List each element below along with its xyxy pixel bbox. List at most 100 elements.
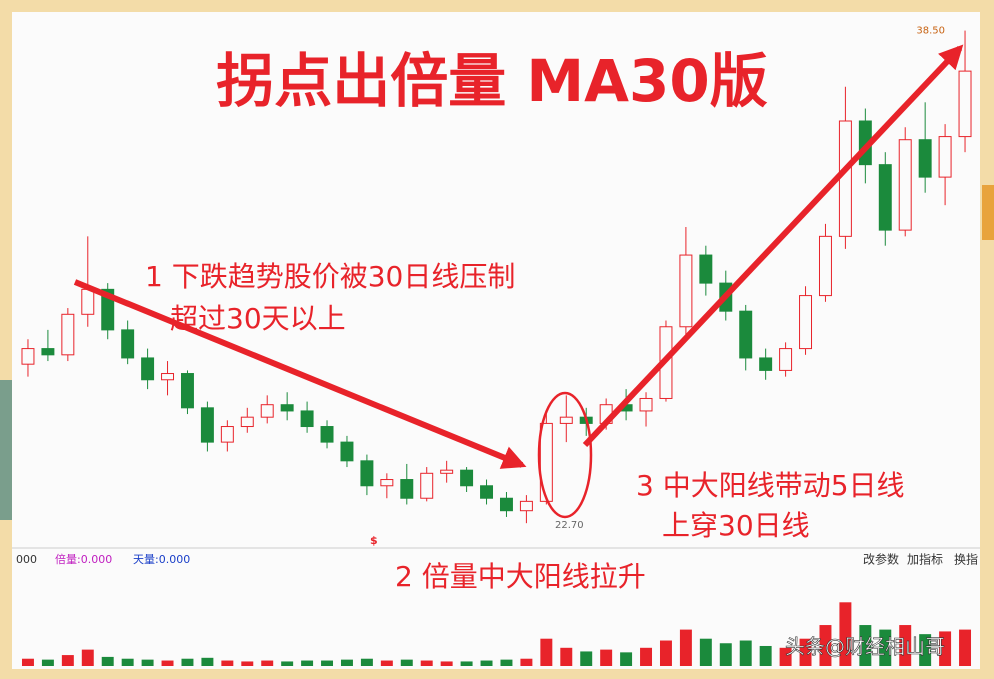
candle-body (340, 441, 354, 462)
volume-bar (420, 660, 433, 666)
candle-body (799, 295, 813, 350)
candle-body (499, 497, 513, 512)
annotation: 1 下跌趋势股价被30日线压制 (145, 260, 515, 293)
volume-bar (41, 659, 54, 666)
toolbar-button[interactable]: 改参数 (863, 552, 899, 567)
volume-bar (101, 656, 114, 666)
candle-body (818, 235, 832, 297)
candle-body (61, 313, 75, 356)
candle-body (141, 357, 155, 381)
volume-bar (560, 647, 573, 666)
indicator-label: 000 (16, 553, 37, 566)
volume-bar (121, 658, 134, 666)
volume-bar (380, 660, 393, 666)
candle-body (200, 407, 214, 443)
volume-bar (640, 647, 653, 666)
volume-bar (879, 629, 892, 666)
volume-bar (679, 629, 692, 666)
volume-bar (819, 625, 832, 666)
annotation: 3 中大阳线带动5日线 (636, 469, 905, 502)
candle-body (838, 120, 852, 237)
candle-body (121, 329, 135, 359)
price-label: 38.50 (916, 26, 945, 37)
candle-body (101, 288, 115, 331)
frame-strip (982, 185, 994, 240)
candle-body (220, 426, 234, 443)
volume-bar (281, 661, 294, 666)
candle-body (918, 139, 932, 178)
indicator-label: 天量:0.000 (133, 553, 190, 566)
candle-body (300, 410, 314, 428)
highlight-ellipse (537, 391, 593, 519)
volume-bar (919, 634, 932, 666)
volume-bar (779, 647, 792, 666)
candle-body (420, 472, 434, 499)
volume-bar (241, 661, 254, 666)
volume-bar (21, 658, 34, 666)
volume-bar (859, 625, 872, 666)
volume-bar (759, 645, 772, 666)
annotation: 2 倍量中大阳线拉升 (395, 560, 646, 593)
candle-body (519, 500, 533, 512)
candle-body (260, 404, 274, 418)
signal-marker: $ (370, 534, 378, 547)
volume-bar (261, 660, 274, 666)
candle-body (400, 479, 414, 499)
volume-bar (699, 638, 712, 666)
candle-body (898, 139, 912, 231)
volume-bar (520, 658, 533, 666)
volume-bar (600, 649, 613, 666)
volume-bar (360, 658, 373, 666)
candle-body (699, 254, 713, 284)
volume-bar (540, 638, 553, 666)
toolbar-button[interactable]: 换指 (954, 552, 978, 567)
volume-bar (81, 649, 94, 666)
volume-bar (620, 652, 633, 666)
candle-body (958, 70, 972, 138)
volume-bar (141, 659, 154, 666)
candle-body (639, 397, 653, 412)
toolbar-button[interactable]: 加指标 (907, 552, 943, 567)
volume-bar (959, 629, 972, 666)
volume-bar (400, 659, 413, 666)
candle-body (679, 254, 693, 328)
annotation: 超过30天以上 (170, 302, 346, 335)
trend-arrow (73, 279, 527, 469)
plot-background (12, 12, 980, 669)
candle-body (320, 426, 334, 443)
price-label: 22.70 (555, 520, 584, 531)
candle-body (460, 469, 474, 487)
candle-body (21, 348, 35, 365)
frame-strip (0, 380, 12, 520)
watermark: 头条@财经相山哥 (785, 635, 945, 659)
volume-bar (500, 659, 513, 666)
volume-bar (839, 602, 852, 666)
volume-bar (161, 660, 174, 666)
candle-body (759, 357, 773, 371)
candle-body (240, 416, 254, 428)
volume-bar (321, 660, 334, 666)
candle-body (81, 288, 95, 315)
candle-body (180, 373, 194, 409)
volume-bar (301, 660, 314, 666)
volume-bar (719, 643, 732, 666)
candle-body (280, 404, 294, 412)
volume-bar (440, 661, 453, 666)
volume-bar (61, 655, 74, 666)
chart-title: 拐点出倍量 MA30版 (216, 47, 768, 115)
indicator-label: 倍量:0.000 (55, 552, 112, 566)
candle-body (559, 416, 573, 424)
volume-bar (580, 651, 593, 666)
volume-bar (181, 658, 194, 666)
candle-body (161, 373, 175, 381)
candle-body (878, 164, 892, 231)
annotation: 上穿30日线 (662, 509, 810, 542)
volume-bar (799, 638, 812, 666)
volume-bar (899, 625, 912, 666)
candle-body (41, 348, 55, 356)
volume-bar (340, 659, 353, 666)
candle-body (380, 479, 394, 487)
candle-body (938, 136, 952, 178)
volume-bar (221, 660, 234, 666)
